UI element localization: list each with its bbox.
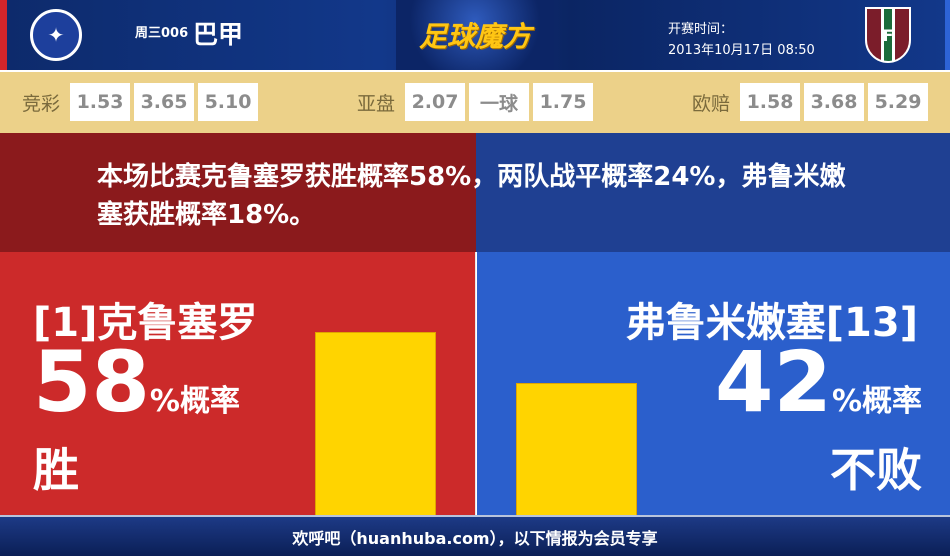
cruzeiro-crest-icon: ✦ xyxy=(28,6,84,64)
summary-bg-home xyxy=(0,133,476,252)
home-probability: 58%概率 xyxy=(33,337,240,447)
kickoff-time: 2013年10月17日 08:50 xyxy=(668,43,815,58)
odds-group-european: 欧赔 1.58 3.68 5.29 xyxy=(692,83,929,121)
odds-value: 5.10 xyxy=(198,83,259,121)
kickoff-label: 开赛时间： xyxy=(668,22,734,37)
odds-bar: 竞彩 1.53 3.65 5.10 亚盘 2.07 一球 1.75 欧赔 1.5… xyxy=(0,70,950,133)
away-team-name: 弗鲁米嫩塞[13] xyxy=(625,300,918,346)
odds-value: 2.07 xyxy=(405,83,466,121)
odds-value: 3.65 xyxy=(134,83,195,121)
odds-group-jingcai: 竞彩 1.53 3.65 5.10 xyxy=(22,83,259,121)
odds-label: 欧赔 xyxy=(692,92,731,115)
odds-value: 3.68 xyxy=(804,83,865,121)
home-panel: [1]克鲁塞罗 58%概率 胜 xyxy=(0,252,476,515)
away-probability-bar xyxy=(516,382,637,515)
home-team-name: [1]克鲁塞罗 xyxy=(33,300,258,346)
home-probability-bar xyxy=(315,332,436,515)
away-unit: %概率 xyxy=(831,384,922,419)
odds-group-asian: 亚盘 2.07 一球 1.75 xyxy=(357,83,594,121)
home-color-strip xyxy=(0,0,7,70)
away-panel: 弗鲁米嫩塞[13] 42%概率 不败 xyxy=(477,252,950,515)
odds-value: 1.53 xyxy=(70,83,131,121)
odds-value: 一球 xyxy=(469,83,530,121)
league-name: 巴甲 xyxy=(193,20,244,49)
odds-label: 竞彩 xyxy=(22,92,61,115)
brand-logo: 足球魔方 xyxy=(396,0,554,70)
away-probability: 42%概率 xyxy=(715,337,922,447)
odds-value: 5.29 xyxy=(868,83,929,121)
away-result: 不败 xyxy=(830,443,922,497)
odds-value: 1.75 xyxy=(533,83,594,121)
match-number: 周三006 xyxy=(135,26,189,41)
prediction-summary: 本场比赛克鲁塞罗获胜概率58%，两队战平概率24%，弗鲁米嫩塞获胜概率18%。 xyxy=(97,162,846,230)
away-color-strip xyxy=(945,0,950,70)
home-percent: 58 xyxy=(33,333,150,431)
away-percent: 42 xyxy=(715,333,832,431)
odds-label: 亚盘 xyxy=(357,92,396,115)
home-unit: %概率 xyxy=(149,384,240,419)
summary-bg-away xyxy=(476,133,950,252)
odds-value: 1.58 xyxy=(740,83,801,121)
home-result: 胜 xyxy=(33,443,79,497)
brand-text: 足球魔方 xyxy=(418,20,531,53)
fluminense-crest-icon: F xyxy=(860,6,916,64)
footer-banner: 欢呼吧（huanhuba.com），以下情报为会员专享 xyxy=(0,515,950,556)
